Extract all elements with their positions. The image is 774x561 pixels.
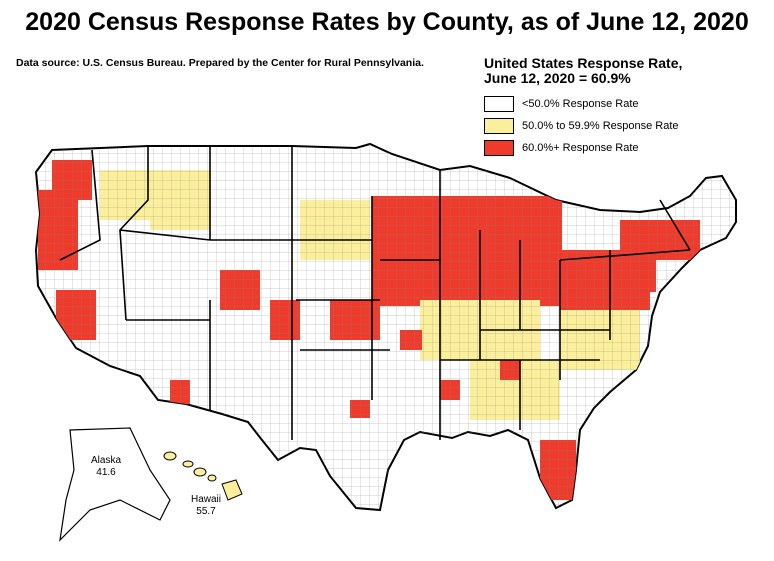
- alaska-label: Alaska: [91, 455, 121, 466]
- data-source-note: Data source: U.S. Census Bureau. Prepare…: [16, 57, 424, 69]
- alaska-inset: Alaska 41.6: [59, 427, 171, 542]
- legend-item-high: 60.0%+ Response Rate: [484, 140, 754, 156]
- state-borders: [59, 146, 691, 440]
- legend-label-low: <50.0% Response Rate: [522, 98, 639, 110]
- legend-swatch-low: [484, 96, 514, 112]
- legend-swatch-high: [484, 140, 514, 156]
- alaska-value: 41.6: [96, 467, 116, 478]
- legend: United States Response Rate, June 12, 20…: [484, 56, 754, 156]
- hawaii-label: Hawaii: [191, 494, 221, 505]
- hawaii-value: 55.7: [196, 506, 216, 517]
- us-rate-title-line1: United States Response Rate,: [484, 55, 683, 71]
- hawaii-inset: Hawaii 55.7: [163, 451, 243, 517]
- legend-item-low: <50.0% Response Rate: [484, 96, 754, 112]
- legend-item-mid: 50.0% to 59.9% Response Rate: [484, 118, 754, 134]
- legend-label-high: 60.0%+ Response Rate: [522, 142, 639, 154]
- us-rate-title-line2: June 12, 2020 = 60.9%: [484, 70, 631, 86]
- legend-swatch-mid: [484, 118, 514, 134]
- legend-label-mid: 50.0% to 59.9% Response Rate: [522, 120, 679, 132]
- map-title: 2020 Census Response Rates by County, as…: [25, 8, 749, 36]
